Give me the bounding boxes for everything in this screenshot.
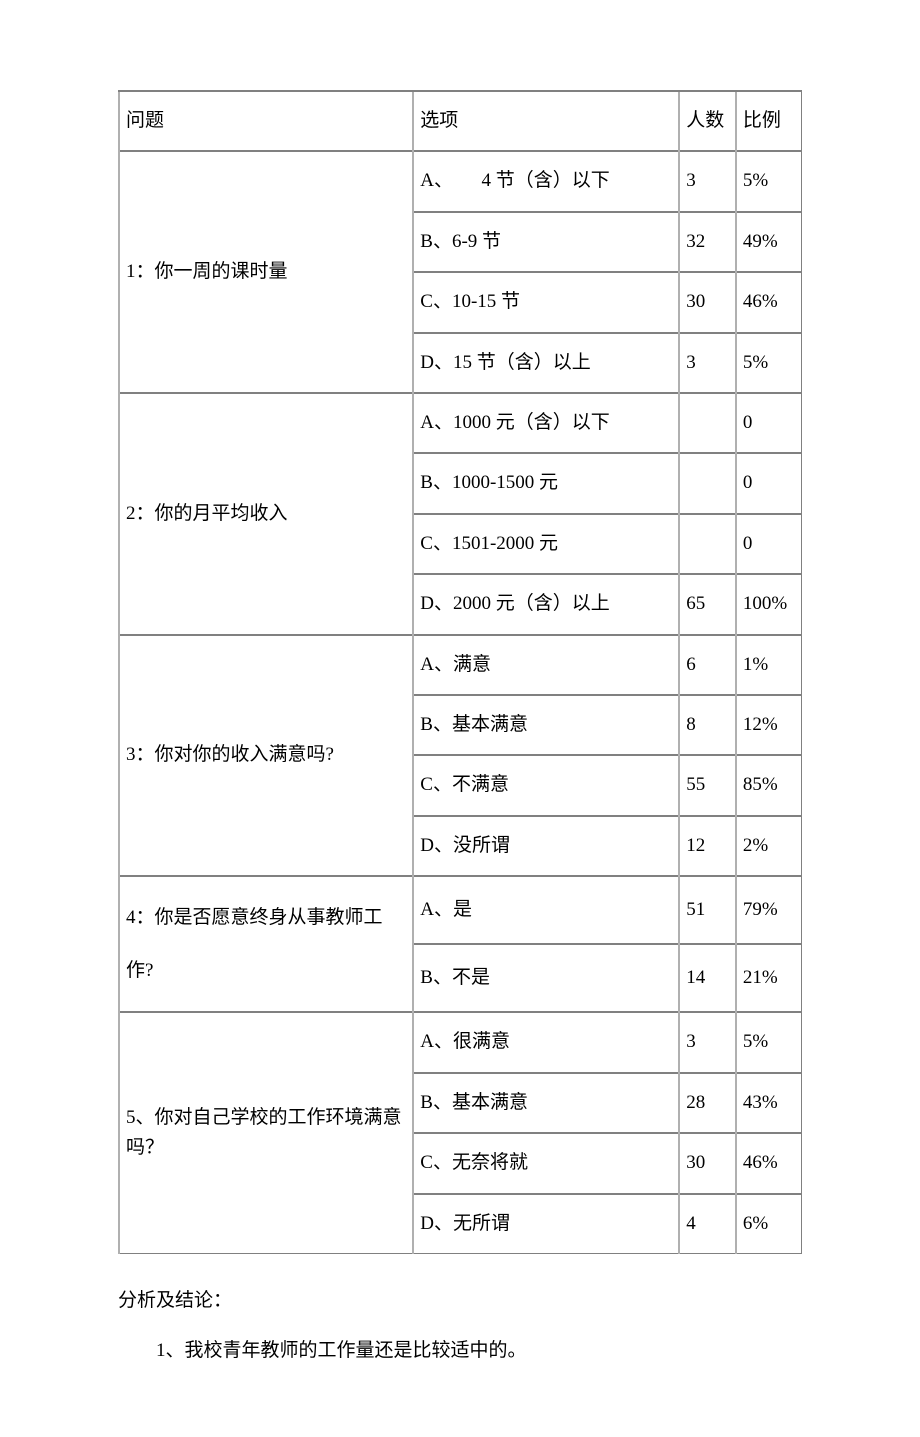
ratio-cell: 21%: [736, 944, 802, 1012]
footer-text: 分析及结论： 1、我校青年教师的工作量还是比较适中的。: [118, 1278, 802, 1373]
count-cell: 12: [679, 816, 736, 876]
header-option: 选项: [413, 91, 679, 151]
option-cell: D、15 节（含）以上: [413, 333, 679, 393]
option-cell: D、无所谓: [413, 1194, 679, 1254]
question-cell: 4：你是否愿意终身从事教师工作?: [119, 876, 413, 1012]
ratio-cell: 2%: [736, 816, 802, 876]
ratio-cell: 85%: [736, 755, 802, 815]
count-cell: 30: [679, 272, 736, 332]
ratio-cell: 1%: [736, 635, 802, 695]
question-cell: 5、你对自己学校的工作环境满意吗？: [119, 1012, 413, 1253]
ratio-cell: 0: [736, 453, 802, 513]
table-row: 4：你是否愿意终身从事教师工作?A、是5179%: [119, 876, 802, 944]
count-cell: 51: [679, 876, 736, 944]
option-cell: C、无奈将就: [413, 1133, 679, 1193]
option-cell: A、满意: [413, 635, 679, 695]
ratio-cell: 5%: [736, 333, 802, 393]
option-cell: B、1000-1500 元: [413, 453, 679, 513]
count-cell: [679, 453, 736, 513]
ratio-cell: 0: [736, 393, 802, 453]
ratio-cell: 6%: [736, 1194, 802, 1254]
count-cell: [679, 514, 736, 574]
option-cell: D、2000 元（含）以上: [413, 574, 679, 634]
option-cell: D、没所谓: [413, 816, 679, 876]
count-cell: 3: [679, 333, 736, 393]
count-cell: 3: [679, 1012, 736, 1072]
question-cell: 3：你对你的收入满意吗?: [119, 635, 413, 877]
ratio-cell: 5%: [736, 151, 802, 211]
table-row: 3：你对你的收入满意吗?A、满意61%: [119, 635, 802, 695]
table-body: 问题 选项 人数 比例 1：你一周的课时量A、 4 节（含）以下35%B、6-9…: [119, 91, 802, 1254]
header-count: 人数: [679, 91, 736, 151]
question-cell: 1：你一周的课时量: [119, 151, 413, 393]
option-cell: C、不满意: [413, 755, 679, 815]
option-cell: C、10-15 节: [413, 272, 679, 332]
count-cell: 65: [679, 574, 736, 634]
ratio-cell: 0: [736, 514, 802, 574]
option-cell: A、很满意: [413, 1012, 679, 1072]
option-cell: C、1501-2000 元: [413, 514, 679, 574]
option-cell: B、6-9 节: [413, 212, 679, 272]
ratio-cell: 43%: [736, 1073, 802, 1133]
footer-line2: 1、我校青年教师的工作量还是比较适中的。: [118, 1328, 802, 1374]
option-cell: B、基本满意: [413, 695, 679, 755]
option-cell: A、 4 节（含）以下: [413, 151, 679, 211]
count-cell: 3: [679, 151, 736, 211]
header-question: 问题: [119, 91, 413, 151]
count-cell: 8: [679, 695, 736, 755]
ratio-cell: 5%: [736, 1012, 802, 1072]
ratio-cell: 46%: [736, 1133, 802, 1193]
ratio-cell: 79%: [736, 876, 802, 944]
count-cell: 4: [679, 1194, 736, 1254]
question-cell: 2：你的月平均收入: [119, 393, 413, 635]
count-cell: 55: [679, 755, 736, 815]
ratio-cell: 100%: [736, 574, 802, 634]
count-cell: [679, 393, 736, 453]
table-row: 5、你对自己学校的工作环境满意吗？A、很满意35%: [119, 1012, 802, 1072]
ratio-cell: 46%: [736, 272, 802, 332]
option-cell: B、基本满意: [413, 1073, 679, 1133]
table-header-row: 问题 选项 人数 比例: [119, 91, 802, 151]
option-cell: A、1000 元（含）以下: [413, 393, 679, 453]
ratio-cell: 12%: [736, 695, 802, 755]
footer-line1: 分析及结论：: [118, 1278, 802, 1324]
option-cell: A、是: [413, 876, 679, 944]
survey-table: 问题 选项 人数 比例 1：你一周的课时量A、 4 节（含）以下35%B、6-9…: [118, 90, 802, 1254]
count-cell: 28: [679, 1073, 736, 1133]
count-cell: 32: [679, 212, 736, 272]
table-row: 1：你一周的课时量A、 4 节（含）以下35%: [119, 151, 802, 211]
count-cell: 14: [679, 944, 736, 1012]
header-ratio: 比例: [736, 91, 802, 151]
table-row: 2：你的月平均收入A、1000 元（含）以下0: [119, 393, 802, 453]
ratio-cell: 49%: [736, 212, 802, 272]
count-cell: 6: [679, 635, 736, 695]
option-cell: B、不是: [413, 944, 679, 1012]
count-cell: 30: [679, 1133, 736, 1193]
